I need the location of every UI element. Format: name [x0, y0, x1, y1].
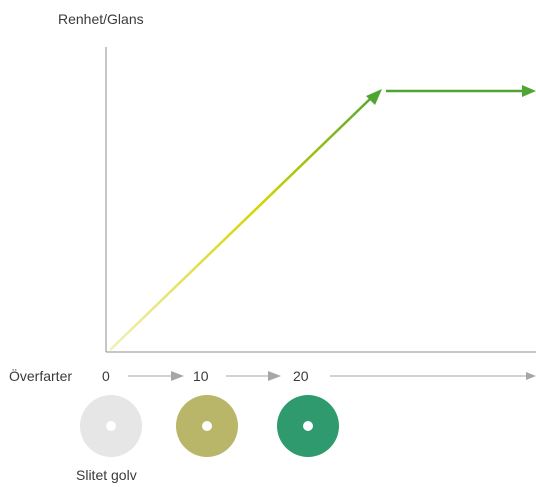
rising-curve — [109, 98, 371, 351]
tick-label-20: 20 — [293, 368, 309, 384]
pad-white — [80, 395, 142, 457]
pad-green — [277, 395, 339, 457]
gray-arrowhead-2 — [268, 371, 281, 381]
tick-label-0: 0 — [102, 368, 110, 384]
x-axis-label: Överfarter — [9, 367, 72, 384]
plateau-arrowhead — [522, 85, 536, 97]
gray-arrowhead-3 — [526, 372, 536, 380]
pad-caption: Slitet golv — [76, 467, 137, 483]
gray-arrowhead-1 — [171, 371, 184, 381]
pad-yellow-green — [176, 395, 238, 457]
tick-label-10: 10 — [193, 368, 209, 384]
y-axis-label: Renhet/Glans — [58, 11, 144, 27]
rising-curve-arrowhead — [366, 89, 382, 105]
